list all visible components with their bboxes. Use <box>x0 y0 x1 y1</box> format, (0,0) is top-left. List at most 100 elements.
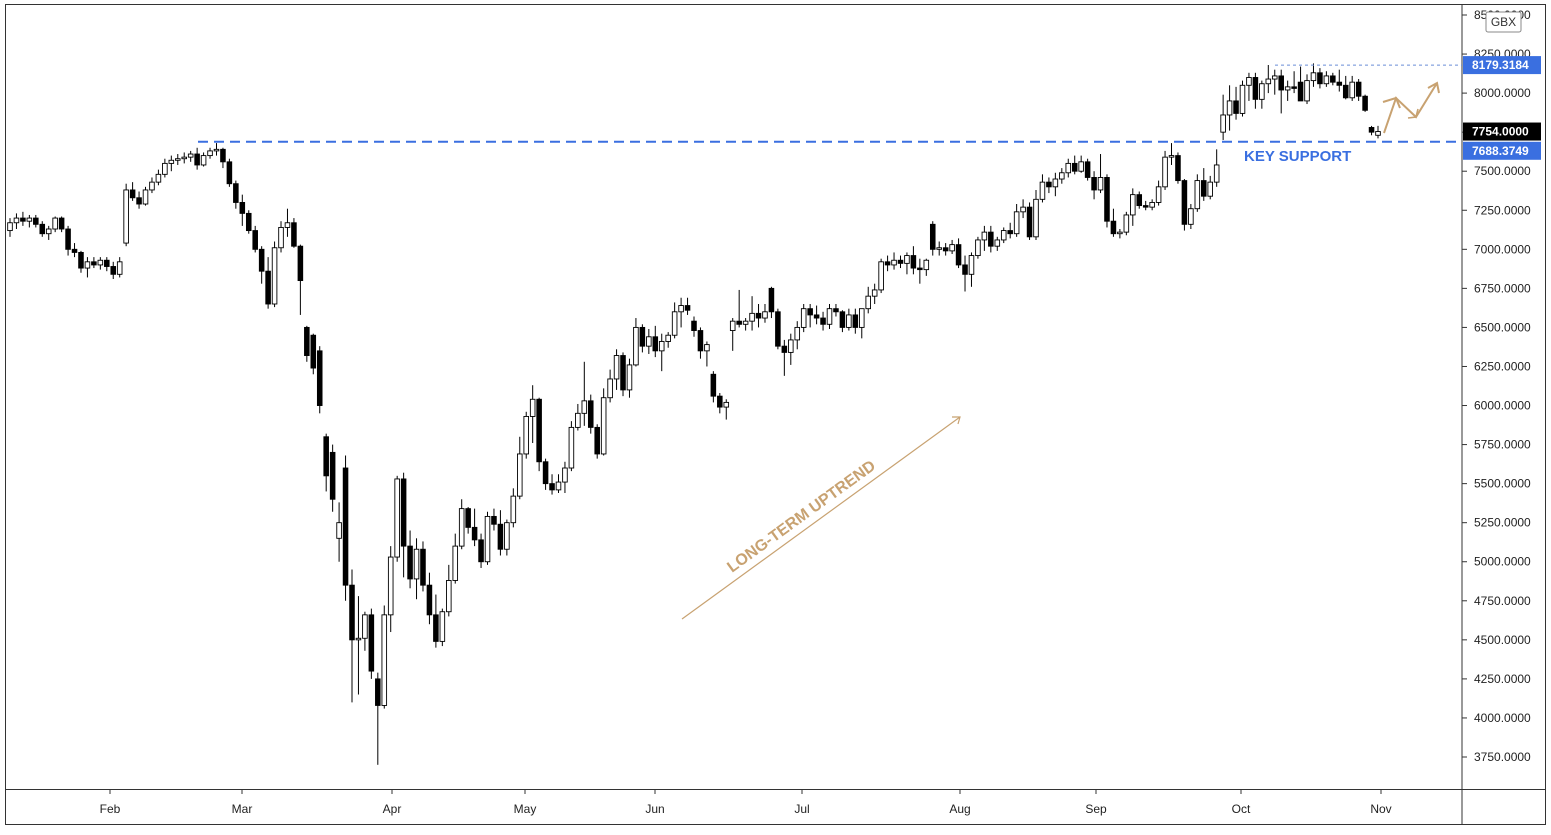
candle[interactable] <box>929 221 936 256</box>
candle[interactable] <box>1149 199 1155 211</box>
candle[interactable] <box>1220 94 1226 140</box>
candle[interactable] <box>923 258 930 276</box>
candle[interactable] <box>20 211 26 226</box>
candle[interactable] <box>542 458 549 490</box>
candle[interactable] <box>884 255 891 272</box>
candle[interactable] <box>975 236 981 259</box>
candle[interactable] <box>723 399 730 420</box>
candle[interactable] <box>646 328 652 354</box>
candle[interactable] <box>252 225 258 253</box>
candle[interactable] <box>323 433 329 492</box>
candle[interactable] <box>355 596 362 695</box>
candle[interactable] <box>1304 74 1310 105</box>
candle[interactable] <box>439 608 446 647</box>
candle[interactable] <box>1207 175 1213 200</box>
candle[interactable] <box>639 324 646 353</box>
candle[interactable] <box>942 243 949 256</box>
candle[interactable] <box>1059 168 1065 184</box>
candle[interactable] <box>671 302 678 339</box>
candle[interactable] <box>607 369 613 403</box>
candle[interactable] <box>162 158 168 178</box>
candle[interactable] <box>871 283 878 304</box>
candle[interactable] <box>129 182 136 201</box>
candle[interactable] <box>504 519 510 556</box>
candle[interactable] <box>587 394 594 434</box>
candle[interactable] <box>1201 168 1207 201</box>
candle[interactable] <box>239 194 246 226</box>
candle[interactable] <box>1052 172 1059 197</box>
candle[interactable] <box>697 327 704 359</box>
candle[interactable] <box>562 461 568 494</box>
candle[interactable] <box>820 311 826 331</box>
candle[interactable] <box>962 255 968 292</box>
candle[interactable] <box>1323 71 1330 87</box>
candle[interactable] <box>336 502 342 562</box>
candle[interactable] <box>1117 229 1123 239</box>
candle[interactable] <box>955 238 962 269</box>
candle[interactable] <box>620 352 626 397</box>
candle[interactable] <box>220 147 226 169</box>
candle[interactable] <box>936 241 942 256</box>
candle[interactable] <box>852 308 859 334</box>
candle[interactable] <box>368 608 375 679</box>
candle[interactable] <box>265 257 271 309</box>
long-term-uptrend-line[interactable] <box>681 416 961 620</box>
candle[interactable] <box>949 239 955 255</box>
candle[interactable] <box>581 361 588 426</box>
candle[interactable] <box>762 303 768 323</box>
candle[interactable] <box>329 444 336 512</box>
candle[interactable] <box>1349 75 1355 101</box>
candle[interactable] <box>833 303 839 317</box>
candle[interactable] <box>433 594 439 648</box>
candle[interactable] <box>155 169 162 186</box>
candle[interactable] <box>1123 211 1130 236</box>
candle[interactable] <box>891 252 897 270</box>
time-axis[interactable]: Feb Mar Apr May Jun Jul Aug Sep Oct Nov <box>100 789 1392 816</box>
candle[interactable] <box>200 152 207 167</box>
candle[interactable] <box>717 393 723 414</box>
candle[interactable] <box>1181 179 1188 231</box>
candle[interactable] <box>342 455 349 601</box>
candle[interactable] <box>1226 85 1233 131</box>
candle[interactable] <box>258 246 265 284</box>
candle[interactable] <box>291 218 297 248</box>
candle[interactable] <box>65 225 71 256</box>
candle[interactable] <box>1252 72 1259 109</box>
currency-badge[interactable]: GBX <box>1485 11 1522 33</box>
candle[interactable] <box>859 308 865 339</box>
candle[interactable] <box>149 177 155 194</box>
candle[interactable] <box>446 564 452 617</box>
candle[interactable] <box>194 147 200 170</box>
candle[interactable] <box>575 403 581 431</box>
candle[interactable] <box>471 508 478 547</box>
candle[interactable] <box>1142 200 1149 211</box>
candle[interactable] <box>1097 154 1104 194</box>
candle[interactable] <box>1168 143 1175 165</box>
candle[interactable] <box>1091 171 1097 200</box>
candle[interactable] <box>1342 75 1349 100</box>
candle[interactable] <box>1000 227 1007 244</box>
candle[interactable] <box>245 210 252 234</box>
candle[interactable] <box>71 243 78 258</box>
candle[interactable] <box>181 152 187 164</box>
candle[interactable] <box>104 257 110 272</box>
candle[interactable] <box>13 213 20 230</box>
candle[interactable] <box>1175 152 1181 184</box>
candle[interactable] <box>988 225 994 253</box>
candle[interactable] <box>794 321 801 350</box>
candle[interactable] <box>1213 149 1220 187</box>
candle[interactable] <box>452 533 459 584</box>
candle[interactable] <box>1188 204 1194 230</box>
candle[interactable] <box>175 154 181 165</box>
candle[interactable] <box>381 605 388 709</box>
candle[interactable] <box>1013 204 1020 237</box>
candle[interactable] <box>484 511 491 565</box>
candle[interactable] <box>897 255 904 269</box>
candle[interactable] <box>755 303 762 328</box>
candle[interactable] <box>136 191 142 209</box>
candle[interactable] <box>1284 80 1291 101</box>
candle[interactable] <box>349 569 355 703</box>
candle[interactable] <box>1233 86 1239 120</box>
candle[interactable] <box>413 538 420 600</box>
candle[interactable] <box>1071 155 1078 175</box>
